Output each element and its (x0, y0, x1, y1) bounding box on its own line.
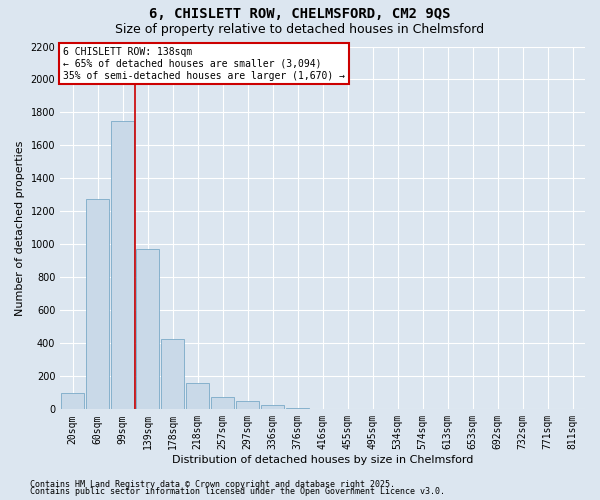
Bar (161, 339, 184, 409)
Text: 6, CHISLETT ROW, CHELMSFORD, CM2 9QS: 6, CHISLETT ROW, CHELMSFORD, CM2 9QS (149, 8, 451, 22)
Bar (286, 408, 309, 410)
X-axis label: Distribution of detached houses by size in Chelmsford: Distribution of detached houses by size … (172, 455, 473, 465)
Bar (86, 199, 109, 410)
Bar (61, 393, 84, 409)
Bar (187, 383, 209, 409)
Bar (236, 401, 259, 409)
Y-axis label: Number of detached properties: Number of detached properties (15, 140, 25, 316)
Text: Size of property relative to detached houses in Chelmsford: Size of property relative to detached ho… (115, 22, 485, 36)
Bar (112, 120, 134, 410)
Text: Contains HM Land Registry data © Crown copyright and database right 2025.: Contains HM Land Registry data © Crown c… (30, 480, 395, 489)
Text: Contains public sector information licensed under the Open Government Licence v3: Contains public sector information licen… (30, 487, 445, 496)
Bar (311, 408, 334, 410)
Text: 6 CHISLETT ROW: 138sqm
← 65% of detached houses are smaller (3,094)
35% of semi-: 6 CHISLETT ROW: 138sqm ← 65% of detached… (62, 48, 344, 80)
Bar (262, 405, 284, 409)
Bar (136, 248, 159, 410)
Bar (211, 397, 234, 409)
